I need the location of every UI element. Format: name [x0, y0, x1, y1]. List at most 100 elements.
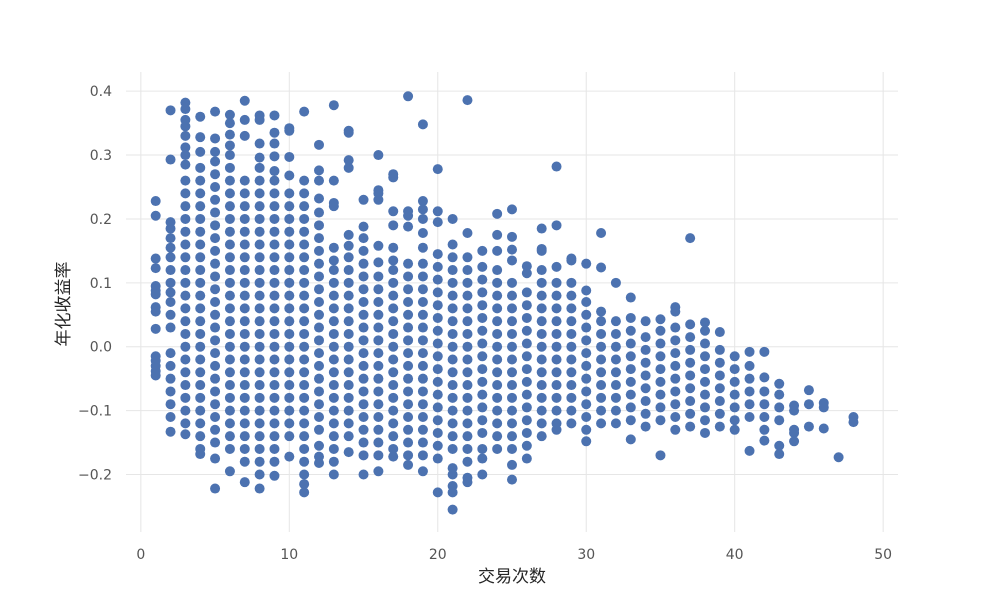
scatter-point: [373, 424, 384, 435]
scatter-point: [432, 274, 443, 285]
scatter-point: [269, 252, 280, 263]
scatter-point: [224, 239, 235, 250]
x-axis-title: 交易次数: [478, 567, 546, 587]
scatter-point: [447, 443, 458, 454]
scatter-point: [195, 146, 206, 157]
scatter-point: [165, 287, 176, 298]
scatter-point: [417, 335, 428, 346]
x-tick-label: 30: [577, 547, 595, 563]
scatter-point: [314, 412, 324, 422]
scatter-point: [343, 265, 354, 276]
scatter-point: [640, 396, 651, 407]
scatter-point: [195, 162, 206, 173]
scatter-point: [165, 426, 176, 437]
scatter-point: [432, 402, 443, 413]
scatter-point: [254, 380, 265, 391]
scatter-point: [640, 408, 651, 419]
scatter-point: [447, 252, 458, 263]
scatter-point: [581, 360, 592, 371]
scatter-point: [388, 220, 399, 231]
scatter-point: [195, 188, 206, 199]
scatter-point: [224, 443, 235, 454]
scatter-point: [269, 392, 280, 403]
scatter-point: [150, 253, 161, 264]
scatter-point: [432, 351, 443, 362]
scatter-point: [224, 129, 235, 140]
scatter-point: [180, 418, 191, 429]
scatter-point: [239, 316, 250, 327]
scatter-point: [239, 290, 250, 301]
scatter-point: [759, 424, 770, 435]
scatter-point: [700, 376, 710, 387]
scatter-point: [610, 316, 621, 327]
x-tick-label: 20: [429, 547, 447, 563]
scatter-point: [417, 386, 428, 397]
scatter-point: [269, 127, 280, 138]
scatter-point: [343, 316, 354, 327]
scatter-point: [239, 252, 250, 263]
scatter-point: [462, 290, 473, 301]
scatter-point: [150, 306, 161, 317]
scatter-point: [417, 228, 428, 238]
scatter-point: [224, 277, 235, 288]
scatter-point: [744, 399, 755, 410]
scatter-point: [551, 392, 562, 403]
scatter-point: [566, 328, 577, 339]
scatter-point: [254, 226, 265, 237]
scatter-point: [417, 412, 428, 422]
scatter-point: [180, 142, 191, 153]
scatter-point: [462, 405, 473, 416]
scatter-point: [299, 354, 310, 365]
scatter-point: [284, 170, 295, 181]
scatter-point: [180, 252, 191, 263]
scatter-point: [670, 348, 681, 359]
scatter-point: [254, 188, 265, 199]
scatter-point: [328, 265, 339, 276]
scatter-point: [507, 255, 517, 266]
scatter-point: [343, 367, 354, 378]
scatter-point: [254, 265, 265, 276]
y-tick-label: −0.1: [78, 404, 112, 420]
scatter-point: [625, 292, 636, 303]
scatter-point: [640, 344, 651, 355]
scatter-point: [165, 399, 176, 410]
scatter-point: [373, 194, 384, 205]
scatter-point: [195, 213, 206, 224]
scatter-point: [417, 271, 428, 282]
scatter-point: [299, 265, 310, 276]
scatter-point: [299, 175, 310, 186]
scatter-point: [195, 449, 206, 460]
scatter-point: [640, 421, 651, 432]
scatter-point: [254, 431, 265, 442]
scatter-point: [358, 399, 369, 410]
scatter-point: [477, 453, 488, 464]
scatter-point: [314, 458, 324, 468]
scatter-point: [328, 175, 339, 186]
scatter-point: [417, 360, 428, 371]
scatter-point: [462, 228, 473, 238]
scatter-point: [269, 367, 280, 378]
scatter-point: [700, 351, 710, 362]
scatter-point: [759, 435, 770, 446]
scatter-point: [180, 392, 191, 403]
scatter-point: [536, 392, 547, 403]
scatter-point: [358, 297, 369, 307]
scatter-point: [447, 469, 458, 480]
scatter-point: [625, 364, 636, 375]
scatter-point: [432, 389, 443, 400]
scatter-point: [536, 367, 547, 378]
scatter-point: [358, 348, 369, 359]
scatter-point: [403, 297, 414, 307]
scatter-point: [284, 303, 295, 314]
scatter-point: [180, 201, 191, 212]
scatter-point: [314, 284, 324, 295]
scatter-point: [432, 164, 443, 175]
scatter-point: [507, 380, 517, 391]
scatter-point: [655, 314, 666, 325]
scatter-points: [150, 91, 859, 515]
y-tick-label: −0.2: [78, 468, 112, 484]
scatter-point: [195, 418, 206, 429]
scatter-point: [507, 277, 517, 288]
scatter-point: [165, 233, 176, 244]
scatter-point: [210, 322, 221, 333]
